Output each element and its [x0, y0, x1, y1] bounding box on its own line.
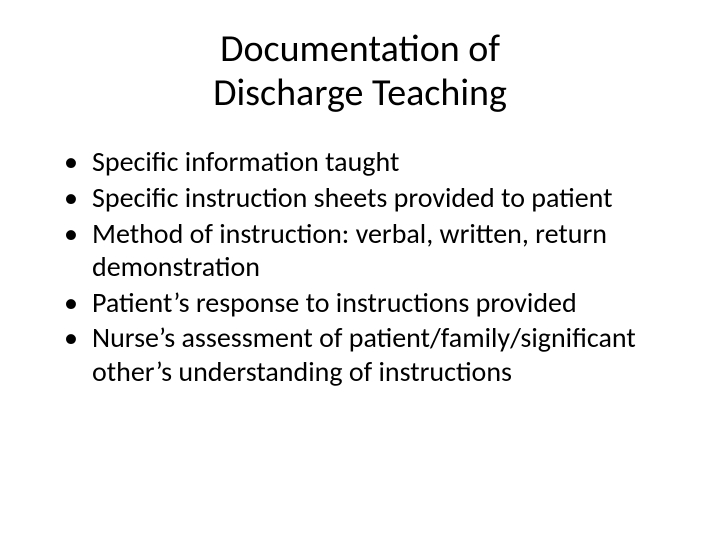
bullet-text: Patient’s response to instructions provi…	[92, 285, 577, 320]
list-item: Specific information taught	[64, 145, 670, 179]
list-item: Nurse’s assessment of patient/family/sig…	[64, 321, 670, 388]
bullet-text: Method of instruction: verbal, written, …	[92, 216, 607, 285]
title-line-1: Documentation of	[220, 26, 500, 72]
bullet-text: Specific instruction sheets provided to …	[92, 180, 613, 215]
slide: Documentation of Discharge Teaching Spec…	[0, 0, 720, 540]
title-line-2: Discharge Teaching	[213, 70, 507, 116]
slide-title: Documentation of Discharge Teaching	[50, 28, 670, 115]
bullet-list: Specific information taught Specific ins…	[50, 145, 670, 388]
list-item: Method of instruction: verbal, written, …	[64, 217, 670, 284]
bullet-text: Nurse’s assessment of patient/family/sig…	[92, 320, 636, 389]
list-item: Patient’s response to instructions provi…	[64, 286, 670, 320]
bullet-text: Specific information taught	[92, 144, 399, 179]
list-item: Specific instruction sheets provided to …	[64, 181, 670, 215]
